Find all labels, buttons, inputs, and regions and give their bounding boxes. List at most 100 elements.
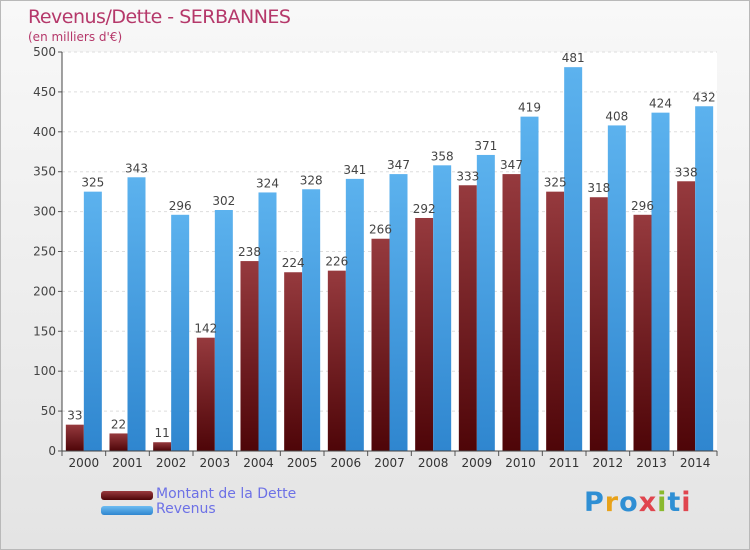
data-label-dette: 224 xyxy=(282,256,305,270)
x-tick-label: 2014 xyxy=(680,456,711,470)
bar-revenus xyxy=(389,174,408,451)
x-tick-label: 2002 xyxy=(156,456,187,470)
data-label-revenus: 341 xyxy=(343,163,366,177)
data-label-dette: 226 xyxy=(325,255,348,269)
data-label-dette: 347 xyxy=(500,158,523,172)
bar-dette xyxy=(65,424,84,451)
logo-letter: t xyxy=(667,487,682,518)
bar-dette xyxy=(458,185,477,452)
data-label-revenus: 424 xyxy=(649,97,672,111)
x-tick-label: 2007 xyxy=(374,456,405,470)
proxiti-logo: Proxiti xyxy=(584,487,692,518)
x-tick-label: 2008 xyxy=(418,456,449,470)
bar-revenus xyxy=(345,178,364,451)
x-tick-label: 2011 xyxy=(549,456,580,470)
data-label-dette: 325 xyxy=(544,176,567,190)
data-label-revenus: 419 xyxy=(518,101,541,115)
data-label-dette: 318 xyxy=(587,181,610,195)
bar-dette xyxy=(546,191,565,451)
x-tick-label: 2012 xyxy=(593,456,624,470)
data-label-dette: 22 xyxy=(111,417,126,431)
data-label-revenus: 347 xyxy=(387,158,410,172)
data-label-dette: 296 xyxy=(631,199,654,213)
y-tick-label: 150 xyxy=(33,324,56,338)
x-tick-label: 2006 xyxy=(331,456,362,470)
bar-revenus xyxy=(564,67,583,452)
x-tick-label: 2000 xyxy=(69,456,100,470)
bar-dette xyxy=(327,270,346,451)
data-label-revenus: 328 xyxy=(300,173,323,187)
data-label-dette: 11 xyxy=(155,426,170,440)
x-tick-label: 2013 xyxy=(636,456,667,470)
bar-revenus xyxy=(127,177,146,451)
bar-dette xyxy=(589,197,608,451)
data-label-revenus: 408 xyxy=(605,109,628,123)
data-label-dette: 266 xyxy=(369,223,392,237)
logo-letter: x xyxy=(638,487,658,518)
data-label-dette: 142 xyxy=(194,322,217,336)
bar-revenus xyxy=(651,112,670,451)
chart-title: Revenus/Dette - SERBANNES xyxy=(28,6,291,28)
bar-revenus xyxy=(695,106,714,451)
legend-swatch-revenus xyxy=(101,506,153,515)
x-tick-label: 2004 xyxy=(243,456,274,470)
bar-revenus xyxy=(520,116,539,451)
y-tick-label: 300 xyxy=(33,205,56,219)
data-label-revenus: 358 xyxy=(431,149,454,163)
data-label-dette: 33 xyxy=(67,409,82,423)
data-label-dette: 292 xyxy=(413,202,436,216)
bar-revenus xyxy=(302,189,321,452)
bar-dette xyxy=(371,238,390,451)
legend-label-revenus: Revenus xyxy=(156,501,216,517)
data-label-revenus: 432 xyxy=(693,90,716,104)
logo-letter: P xyxy=(584,487,605,518)
bar-dette xyxy=(415,217,434,451)
bar-dette xyxy=(502,174,521,451)
y-tick-label: 100 xyxy=(33,364,56,378)
chart-subtitle: (en milliers d'€) xyxy=(28,30,123,44)
bar-dette xyxy=(109,433,128,451)
bar-revenus xyxy=(214,210,233,451)
bar-dette xyxy=(196,337,215,451)
bar-revenus xyxy=(171,214,190,451)
y-tick-label: 200 xyxy=(33,284,56,298)
data-label-dette: 333 xyxy=(456,169,479,183)
y-tick-label: 450 xyxy=(33,85,56,99)
data-label-revenus: 371 xyxy=(474,139,497,153)
data-label-revenus: 343 xyxy=(125,161,148,175)
bar-revenus xyxy=(433,165,452,452)
bar-dette xyxy=(633,214,652,451)
bar-dette xyxy=(240,261,259,451)
data-label-revenus: 325 xyxy=(81,176,104,190)
bar-revenus xyxy=(476,154,495,451)
data-label-dette: 338 xyxy=(675,165,698,179)
y-tick-label: 350 xyxy=(33,165,56,179)
y-tick-label: 0 xyxy=(48,444,56,458)
data-label-dette: 238 xyxy=(238,245,261,259)
x-tick-label: 2001 xyxy=(112,456,143,470)
x-tick-label: 2010 xyxy=(505,456,536,470)
logo-letter: i xyxy=(681,487,692,518)
y-tick-label: 400 xyxy=(33,125,56,139)
bar-revenus xyxy=(258,192,277,451)
y-tick-label: 250 xyxy=(33,245,56,259)
y-tick-label: 50 xyxy=(41,404,56,418)
logo-letter: i xyxy=(657,487,668,518)
x-tick-label: 2009 xyxy=(462,456,493,470)
legend-label-dette: Montant de la Dette xyxy=(156,486,297,502)
bar-dette xyxy=(153,442,172,451)
x-tick-label: 2003 xyxy=(200,456,231,470)
logo-letter: r xyxy=(604,487,620,518)
data-label-revenus: 324 xyxy=(256,176,279,190)
bar-revenus xyxy=(607,125,626,451)
bar-dette xyxy=(284,272,303,451)
bar-revenus xyxy=(83,191,102,451)
bar-dette xyxy=(677,181,696,451)
y-tick-label: 500 xyxy=(33,45,56,59)
x-tick-label: 2005 xyxy=(287,456,318,470)
data-label-revenus: 481 xyxy=(562,51,585,65)
data-label-revenus: 296 xyxy=(169,199,192,213)
logo-letter: o xyxy=(619,487,639,518)
